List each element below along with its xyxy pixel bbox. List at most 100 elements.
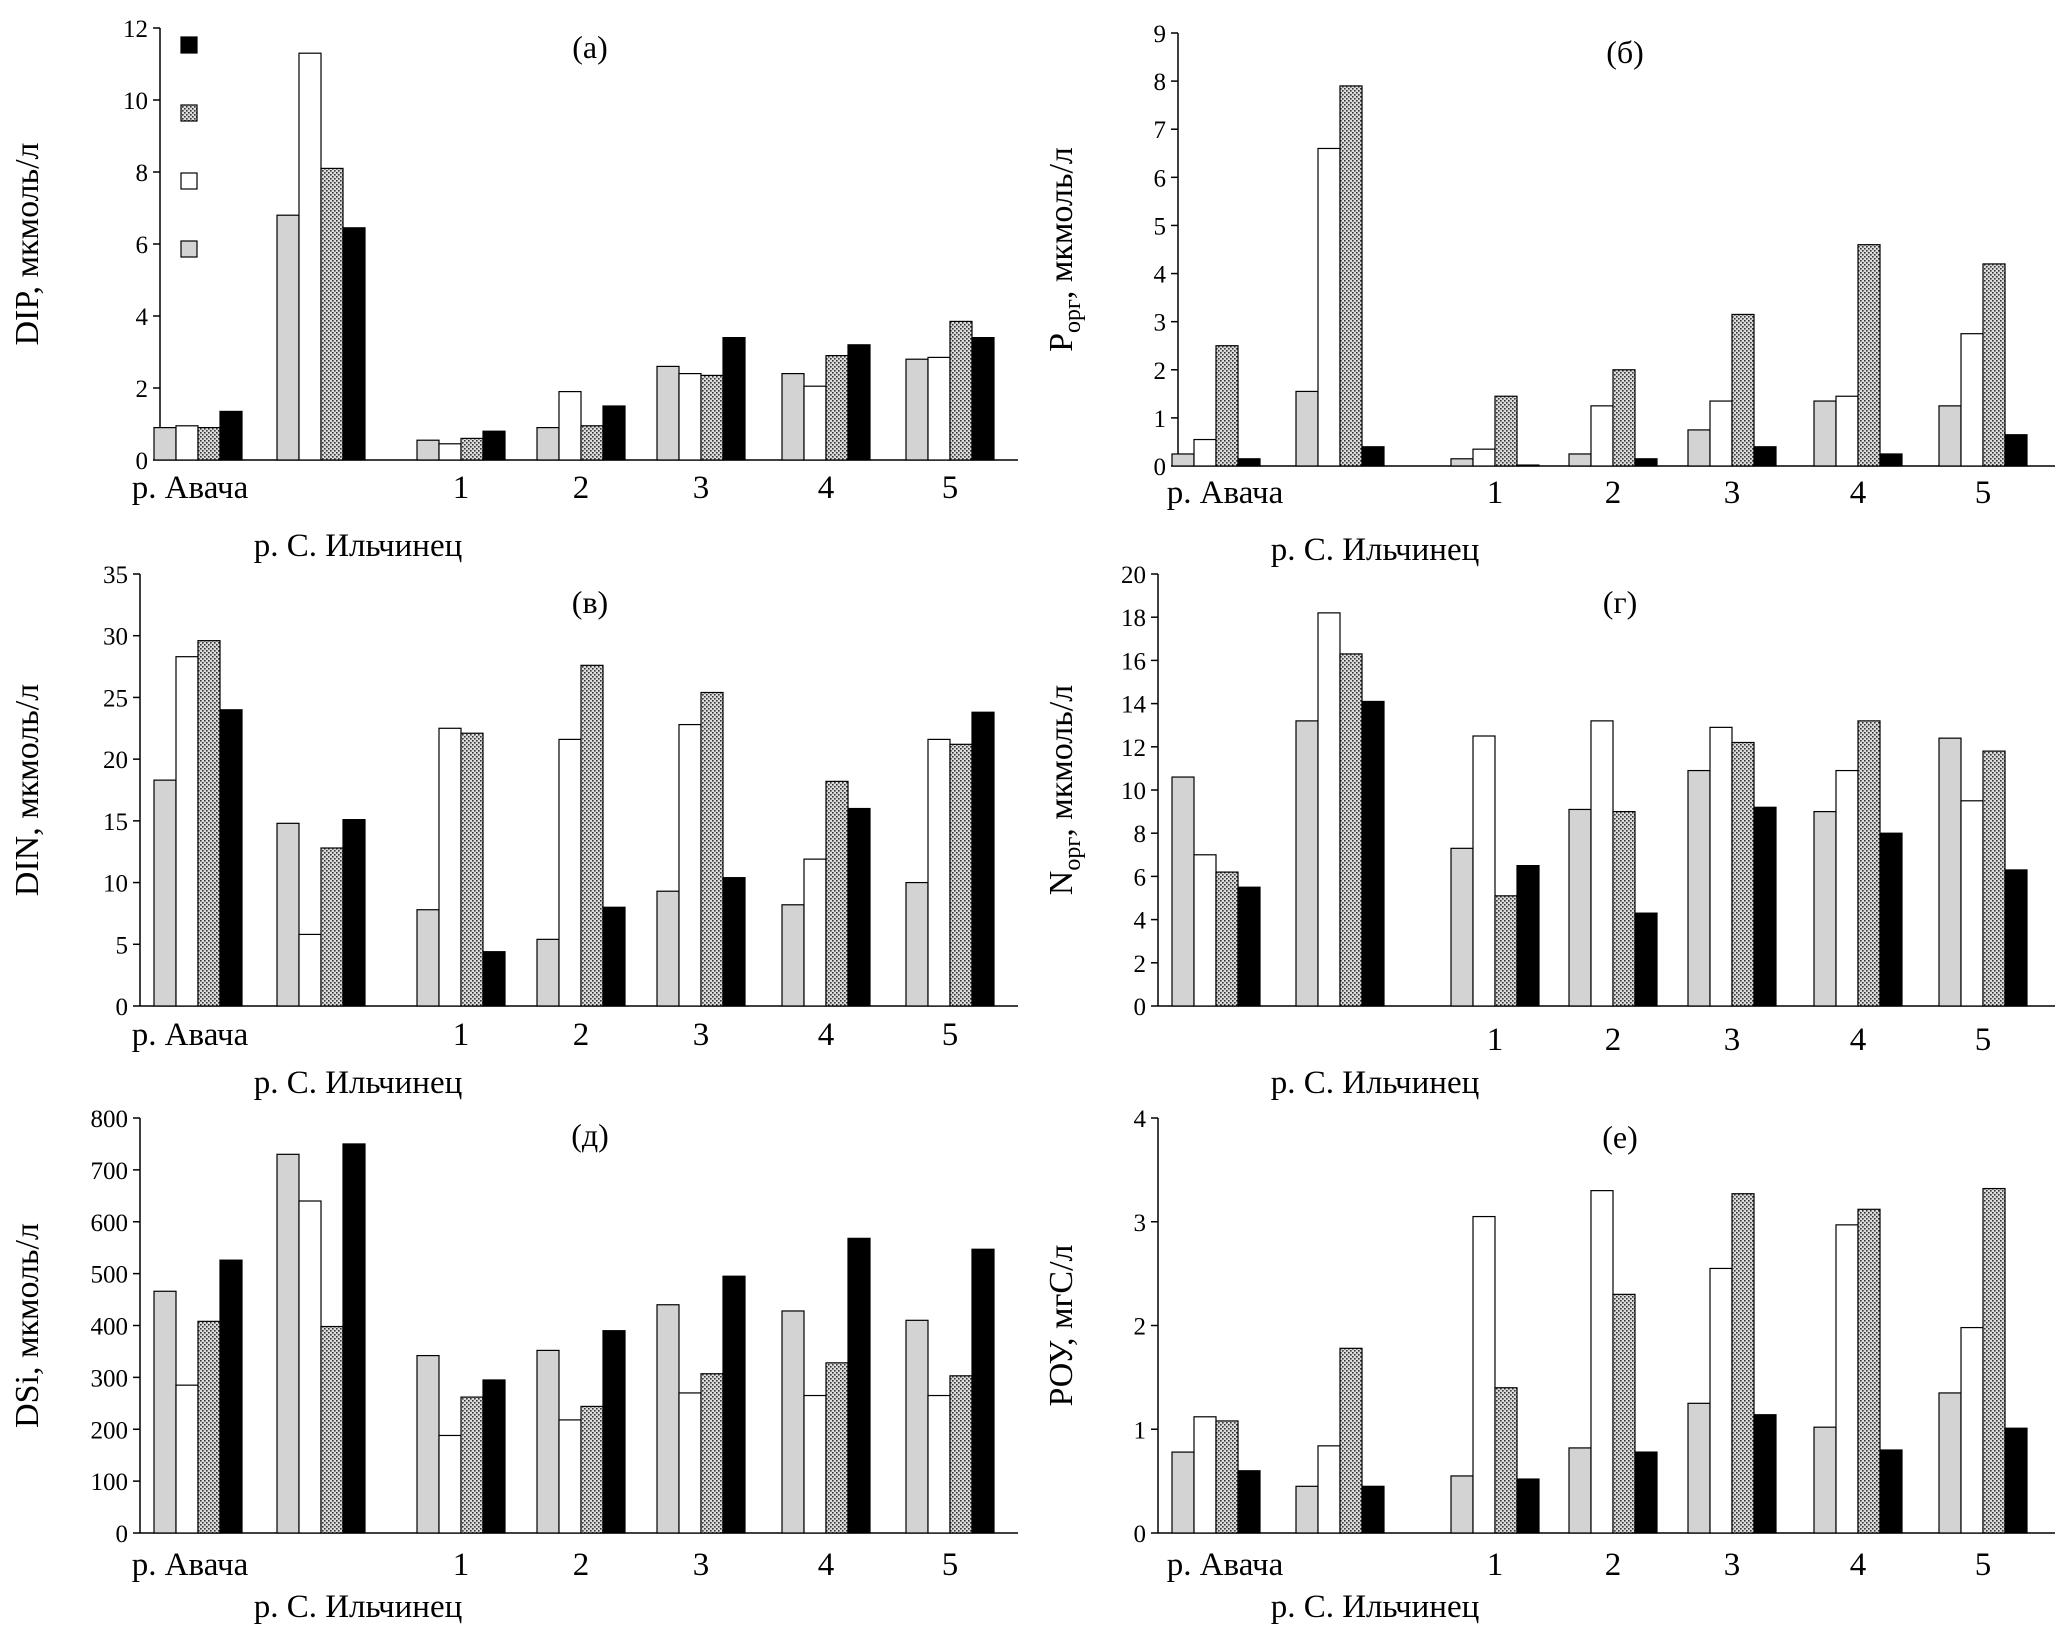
y-tick-label: 12 bbox=[123, 16, 148, 43]
bar-series-1-cat-7 bbox=[905, 881, 929, 1007]
bar-series-4-cat-3 bbox=[482, 430, 506, 461]
bar-series-2-cat-1 bbox=[175, 656, 199, 1007]
y-tick-label: 300 bbox=[91, 1365, 129, 1392]
bar-series-3-cat-4 bbox=[580, 664, 604, 1007]
y-tick-label: 12 bbox=[1121, 735, 1146, 762]
bar-series-3-cat-3 bbox=[460, 437, 484, 461]
category-label: 2 bbox=[1605, 475, 1622, 511]
bar-series-4-cat-5 bbox=[1753, 1414, 1777, 1534]
y-tick-label: 0 bbox=[1134, 994, 1147, 1021]
bar-series-3-cat-5 bbox=[700, 1373, 724, 1534]
category-label: 3 bbox=[1724, 475, 1741, 511]
bar-series-2-cat-6 bbox=[1835, 1224, 1859, 1534]
y-tick-label: 5 bbox=[116, 932, 129, 959]
bar-series-1-cat-6 bbox=[781, 904, 805, 1007]
bar-series-1-cat-7 bbox=[1938, 405, 1962, 467]
y-tick-label: 6 bbox=[1134, 864, 1147, 891]
legend-marker-dotted bbox=[180, 104, 198, 122]
bar-series-4-cat-4 bbox=[602, 405, 626, 461]
bar-series-1-cat-7 bbox=[1938, 737, 1962, 1007]
bar-series-3-cat-1 bbox=[197, 1320, 221, 1534]
bar-series-2-cat-6 bbox=[1835, 395, 1859, 467]
y-tick-label: 0 bbox=[116, 994, 129, 1021]
bar-series-2-cat-5 bbox=[1709, 726, 1733, 1007]
category-label: р. С. Ильчинец bbox=[254, 1065, 463, 1101]
y-tick-label: 2 bbox=[1154, 358, 1167, 385]
bar-series-4-cat-3 bbox=[482, 951, 506, 1007]
y-axis-label-units: , мкмоль/л bbox=[1043, 147, 1080, 299]
bar-series-2-cat-2 bbox=[1317, 1445, 1341, 1534]
bar-series-3-cat-7 bbox=[1982, 1187, 2006, 1534]
legend bbox=[180, 36, 198, 258]
bar-series-4-cat-3 bbox=[1516, 464, 1540, 467]
y-tick-label: 200 bbox=[91, 1417, 129, 1444]
bar-series-2-cat-1 bbox=[1193, 438, 1217, 467]
category-label: 4 bbox=[818, 470, 835, 506]
category-label: 1 bbox=[1487, 1022, 1504, 1058]
bar-series-1-cat-2 bbox=[276, 214, 300, 461]
bar-series-3-cat-2 bbox=[1339, 653, 1363, 1007]
bar-series-3-cat-4 bbox=[1612, 1293, 1636, 1534]
bar-series-1-cat-2 bbox=[1295, 1485, 1319, 1534]
y-tick-label: 14 bbox=[1121, 692, 1147, 719]
bar-series-3-cat-7 bbox=[949, 320, 973, 461]
bar-series-1-cat-4 bbox=[536, 427, 560, 461]
legend-marker-white bbox=[180, 172, 198, 190]
bar-series-4-cat-2 bbox=[342, 227, 366, 461]
bar-series-1-cat-5 bbox=[656, 365, 680, 461]
bar-series-3-cat-2 bbox=[320, 847, 344, 1007]
bar-series-2-cat-1 bbox=[175, 425, 199, 461]
y-tick-label: 6 bbox=[136, 232, 149, 259]
category-label: 4 bbox=[818, 1017, 835, 1053]
bar-series-4-cat-4 bbox=[1634, 458, 1658, 467]
bar-series-1-cat-1 bbox=[153, 779, 177, 1007]
bar-series-4-cat-2 bbox=[1361, 1485, 1385, 1534]
bar-series-3-cat-7 bbox=[949, 743, 973, 1007]
category-label: 5 bbox=[942, 1017, 959, 1053]
bar-series-3-cat-1 bbox=[197, 640, 221, 1007]
bar-series-4-cat-5 bbox=[722, 1275, 746, 1534]
category-label: 2 bbox=[573, 1547, 590, 1583]
bar-series-2-cat-6 bbox=[803, 385, 827, 461]
panel-label: (д) bbox=[571, 1117, 609, 1153]
chart-panel-2: 0 1 2 3 4 5 6 7 8 9 Рорг, мкмоль/л (б) р. Авача р. С.… bbox=[1043, 21, 2055, 568]
bar-series-2-cat-4 bbox=[558, 738, 582, 1007]
category-label: р. С. Ильчинец bbox=[1271, 1065, 1480, 1101]
panel-label: (б) bbox=[1606, 34, 1644, 70]
y-tick-label: 2 bbox=[1134, 951, 1147, 978]
bar-series-2-cat-7 bbox=[927, 356, 951, 461]
y-tick-label: 0 bbox=[1134, 1521, 1147, 1548]
bar-series-2-cat-3 bbox=[1472, 1215, 1496, 1534]
bar-series-1-cat-5 bbox=[656, 1304, 680, 1534]
bar-series-2-cat-6 bbox=[803, 1394, 827, 1534]
bar-series-2-cat-7 bbox=[927, 738, 951, 1007]
category-label: 5 bbox=[1975, 1547, 1992, 1583]
bar-series-1-cat-3 bbox=[416, 909, 440, 1007]
category-label: р. С. Ильчинец bbox=[254, 1589, 463, 1625]
bar-series-1-cat-4 bbox=[536, 1349, 560, 1534]
bar-series-2-cat-7 bbox=[927, 1394, 951, 1534]
bar-series-4-cat-5 bbox=[1753, 806, 1777, 1007]
category-label: р. Авача bbox=[132, 470, 249, 506]
bar-series-2-cat-4 bbox=[1590, 720, 1614, 1007]
bar-series-3-cat-5 bbox=[1731, 313, 1755, 467]
bar-series-3-cat-4 bbox=[580, 425, 604, 461]
bar-series-4-cat-1 bbox=[219, 410, 243, 461]
bar-series-2-cat-5 bbox=[678, 373, 702, 461]
category-label: 5 bbox=[1975, 475, 1992, 511]
bar-series-4-cat-2 bbox=[342, 1143, 366, 1534]
bar-series-3-cat-5 bbox=[1731, 741, 1755, 1007]
bar-series-4-cat-3 bbox=[1516, 864, 1540, 1007]
bar-series-2-cat-4 bbox=[1590, 405, 1614, 467]
y-tick-label: 7 bbox=[1154, 117, 1167, 144]
bar-series-2-cat-4 bbox=[558, 1419, 582, 1534]
bar-series-1-cat-2 bbox=[276, 822, 300, 1007]
y-tick-label: 10 bbox=[1121, 778, 1146, 805]
category-label: р. Авача bbox=[1167, 475, 1284, 511]
panel-label: (е) bbox=[1602, 1119, 1638, 1155]
bar-series-2-cat-1 bbox=[175, 1384, 199, 1534]
bar-series-3-cat-2 bbox=[1339, 85, 1363, 467]
y-tick-label: 4 bbox=[1154, 262, 1167, 289]
